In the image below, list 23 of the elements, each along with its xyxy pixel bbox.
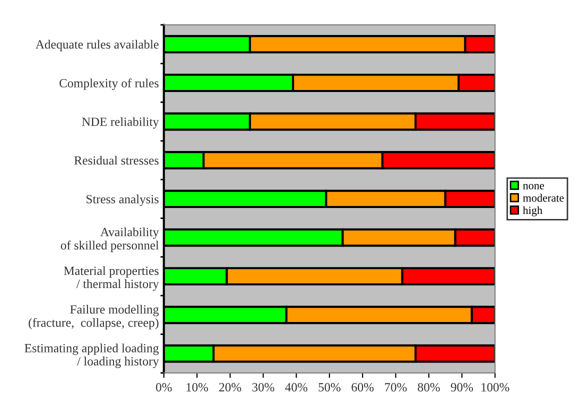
x-tick-label: 30% xyxy=(252,383,274,392)
x-tick-label: 100% xyxy=(482,383,510,392)
legend-label: high xyxy=(522,206,542,216)
x-tick-label: 90% xyxy=(450,383,473,392)
y-tick-label: Material properties / thermal history xyxy=(64,266,159,291)
y-tick-label: Complexity of rules xyxy=(60,78,159,90)
y-tick-label: Estimating applied loading / loading history xyxy=(24,344,159,368)
y-tick-label: NDE reliability xyxy=(82,117,159,129)
x-tick-label: 70% xyxy=(385,383,407,392)
y-tick-label: Availability of skilled personnel xyxy=(60,227,159,252)
y-tick-label: Stress analysis xyxy=(86,194,159,206)
y-tick-label: Adequate rules available xyxy=(36,40,159,52)
legend-label: none xyxy=(523,184,544,190)
legend-label: moderate xyxy=(523,194,564,202)
x-tick-label: 80% xyxy=(418,383,440,392)
x-tick-label: 20% xyxy=(219,383,242,392)
x-tick-label: 60% xyxy=(352,383,374,392)
y-tick-label: Residual stresses xyxy=(74,156,159,165)
x-tick-label: 50% xyxy=(318,383,340,392)
x-tick-label: 0% xyxy=(156,383,172,392)
x-tick-label: 40% xyxy=(285,383,308,392)
x-tick-label: 10% xyxy=(186,383,208,392)
y-tick-label: Failure modelling (fracture, collapse, creep) xyxy=(28,304,159,330)
